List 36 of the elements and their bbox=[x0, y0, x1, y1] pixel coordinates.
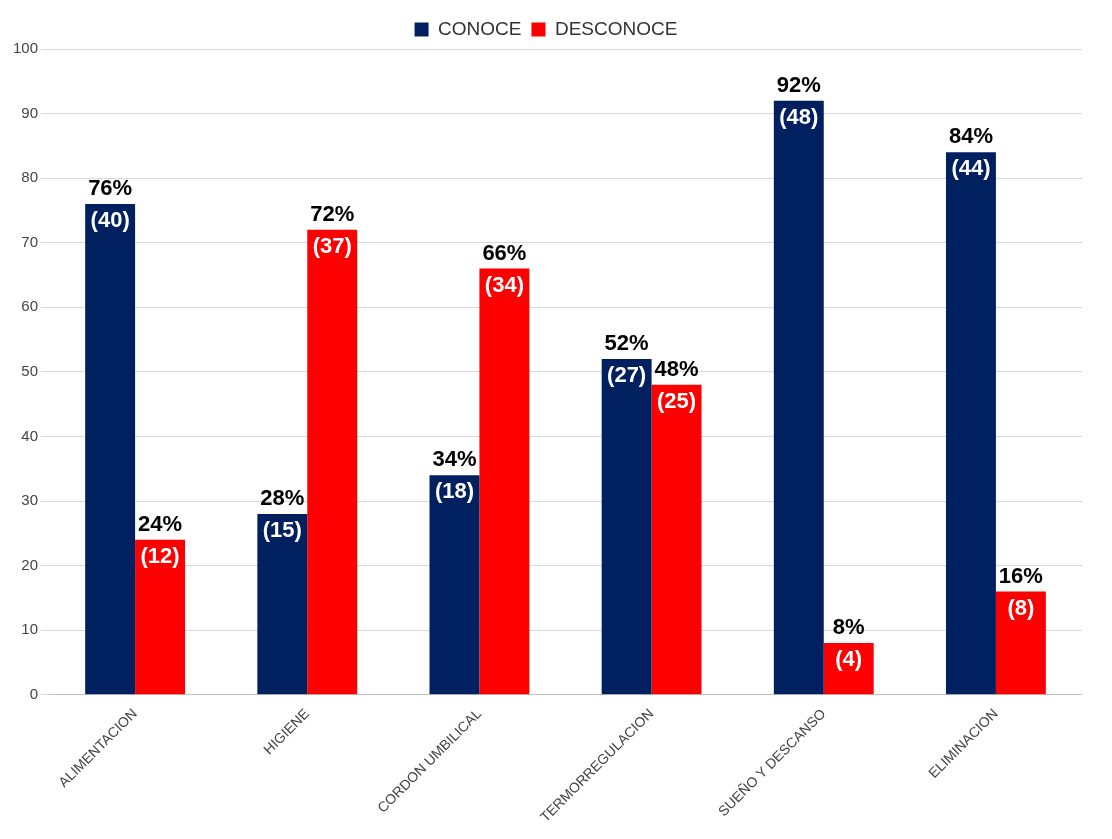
data-label: 28% (15) bbox=[260, 485, 305, 543]
legend-label: DESCONOCE bbox=[554, 17, 678, 39]
y-tick-label: 100 bbox=[13, 39, 39, 57]
data-label: 24% (12) bbox=[138, 510, 183, 568]
y-tick-label: 50 bbox=[21, 362, 39, 380]
y-tick-label: 30 bbox=[21, 491, 39, 509]
data-label: 8% (4) bbox=[832, 614, 865, 672]
y-tick-label: 90 bbox=[21, 103, 39, 121]
bar bbox=[773, 100, 824, 695]
y-tick-label: 60 bbox=[21, 297, 39, 315]
data-label: 72% (37) bbox=[310, 200, 355, 258]
data-label: 16% (8) bbox=[998, 562, 1043, 620]
y-tick-label: 0 bbox=[29, 684, 39, 702]
bar bbox=[307, 229, 358, 695]
data-label: 92% (48) bbox=[776, 71, 821, 129]
data-label: 48% (25) bbox=[654, 355, 699, 413]
bar bbox=[995, 591, 1046, 695]
data-label: 76% (40) bbox=[88, 175, 133, 233]
bar bbox=[479, 268, 530, 695]
bar bbox=[135, 539, 186, 695]
bar bbox=[85, 203, 136, 695]
y-tick-label: 20 bbox=[21, 555, 39, 573]
data-label: 84% (44) bbox=[948, 123, 993, 181]
y-tick-label: 80 bbox=[21, 168, 39, 186]
data-label: 52% (27) bbox=[604, 330, 649, 388]
data-label: 34% (18) bbox=[432, 446, 477, 504]
bar bbox=[257, 513, 308, 695]
bar bbox=[429, 475, 480, 695]
legend-label: CONOCE bbox=[438, 17, 522, 39]
bar bbox=[945, 152, 996, 695]
y-tick-label: 40 bbox=[21, 426, 39, 444]
y-tick-label: 70 bbox=[21, 232, 39, 250]
y-tick-label: 10 bbox=[21, 620, 39, 638]
bar bbox=[601, 358, 652, 695]
data-label: 66% (34) bbox=[482, 239, 527, 297]
bar bbox=[651, 384, 702, 695]
